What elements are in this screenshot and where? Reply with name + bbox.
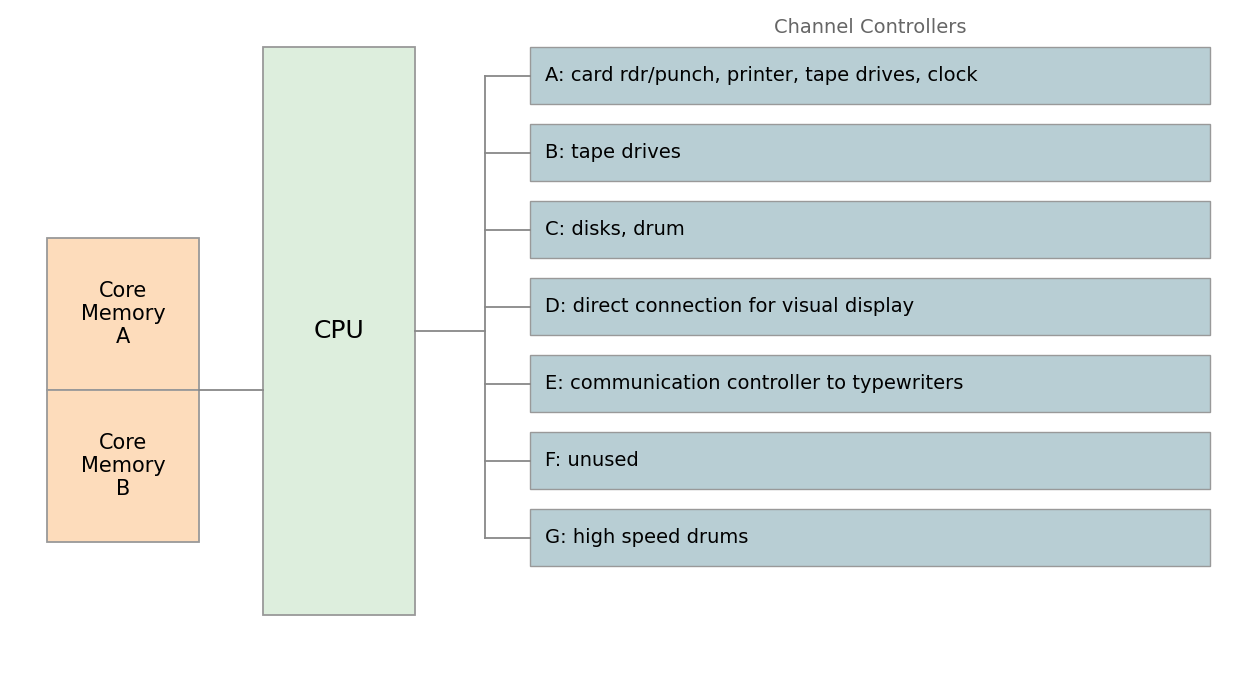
Text: E: communication controller to typewriters: E: communication controller to typewrite… — [545, 374, 963, 393]
FancyBboxPatch shape — [530, 355, 1210, 412]
Text: Core
Memory
A: Core Memory A — [81, 281, 165, 347]
FancyBboxPatch shape — [262, 47, 415, 615]
Text: C: disks, drum: C: disks, drum — [545, 220, 684, 239]
FancyBboxPatch shape — [530, 124, 1210, 181]
Text: Core
Memory
B: Core Memory B — [81, 433, 165, 499]
FancyBboxPatch shape — [530, 47, 1210, 104]
Text: G: high speed drums: G: high speed drums — [545, 528, 749, 547]
FancyBboxPatch shape — [47, 390, 199, 542]
Text: Channel Controllers: Channel Controllers — [774, 18, 967, 37]
Text: F: unused: F: unused — [545, 451, 638, 470]
Text: A: card rdr/punch, printer, tape drives, clock: A: card rdr/punch, printer, tape drives,… — [545, 66, 978, 85]
FancyBboxPatch shape — [530, 432, 1210, 489]
FancyBboxPatch shape — [530, 278, 1210, 335]
Text: CPU: CPU — [313, 319, 364, 343]
Text: B: tape drives: B: tape drives — [545, 143, 680, 162]
Text: D: direct connection for visual display: D: direct connection for visual display — [545, 297, 914, 316]
FancyBboxPatch shape — [47, 238, 199, 390]
FancyBboxPatch shape — [530, 509, 1210, 566]
FancyBboxPatch shape — [530, 201, 1210, 258]
